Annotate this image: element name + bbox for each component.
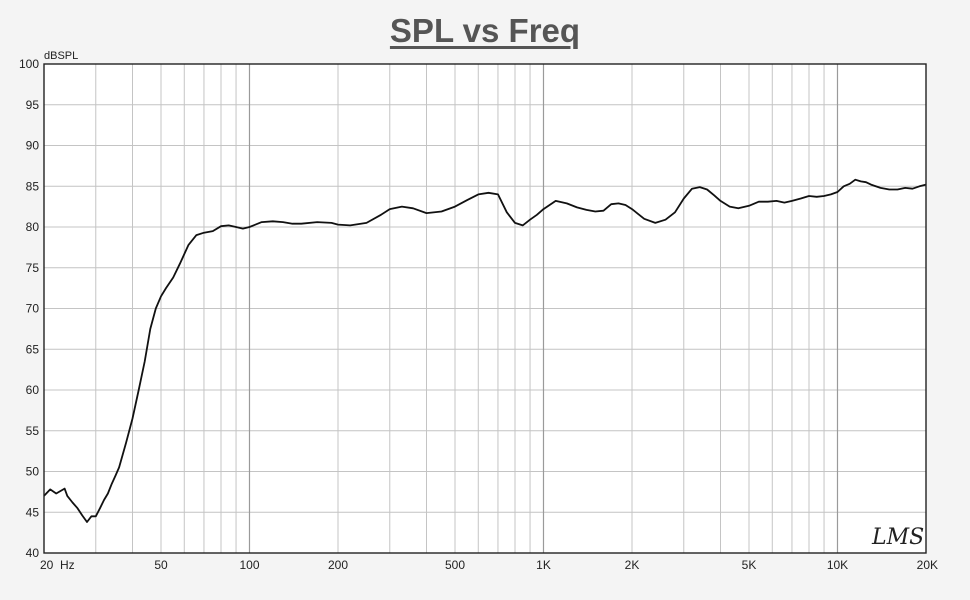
x-axis-unit-label: Hz — [60, 558, 75, 572]
y-tick-label: 45 — [26, 505, 40, 519]
y-tick-label: 40 — [26, 546, 40, 560]
x-tick-label: 5K — [742, 558, 757, 572]
lms-logo: LMS — [871, 525, 924, 550]
y-tick-label: 60 — [26, 383, 40, 397]
y-tick-label: 55 — [26, 424, 40, 438]
x-tick-label: 10K — [827, 558, 848, 572]
chart-title: SPL vs Freq — [389, 12, 581, 49]
y-tick-label: 85 — [26, 179, 40, 193]
y-tick-label: 75 — [26, 261, 40, 275]
x-tick-label: 100 — [239, 558, 259, 572]
y-tick-labels: 40 45 50 55 60 65 70 75 80 85 90 95 100 — [19, 57, 39, 560]
plot-border — [43, 63, 927, 554]
x-tick-label: 50 — [154, 558, 168, 572]
y-tick-label: 100 — [19, 57, 39, 71]
x-tick-label: 20 — [40, 558, 54, 572]
y-tick-label: 90 — [26, 139, 40, 153]
grid-lines — [44, 64, 926, 553]
y-axis-label: dBSPL — [44, 50, 78, 62]
y-tick-label: 50 — [26, 465, 40, 479]
y-tick-label: 70 — [26, 302, 40, 316]
y-tick-label: 65 — [26, 342, 40, 356]
y-tick-label: 95 — [26, 98, 40, 112]
x-tick-label: 1K — [536, 558, 551, 572]
x-tick-label: 200 — [328, 558, 348, 572]
y-tick-label: 80 — [26, 220, 40, 234]
x-tick-labels: 20 50 100 200 500 1K 2K 5K 10K 20K — [40, 558, 938, 572]
x-tick-label: 2K — [625, 558, 640, 572]
x-tick-label: 500 — [445, 558, 465, 572]
spl-curve — [43, 178, 927, 523]
x-tick-label: 20K — [917, 558, 938, 572]
